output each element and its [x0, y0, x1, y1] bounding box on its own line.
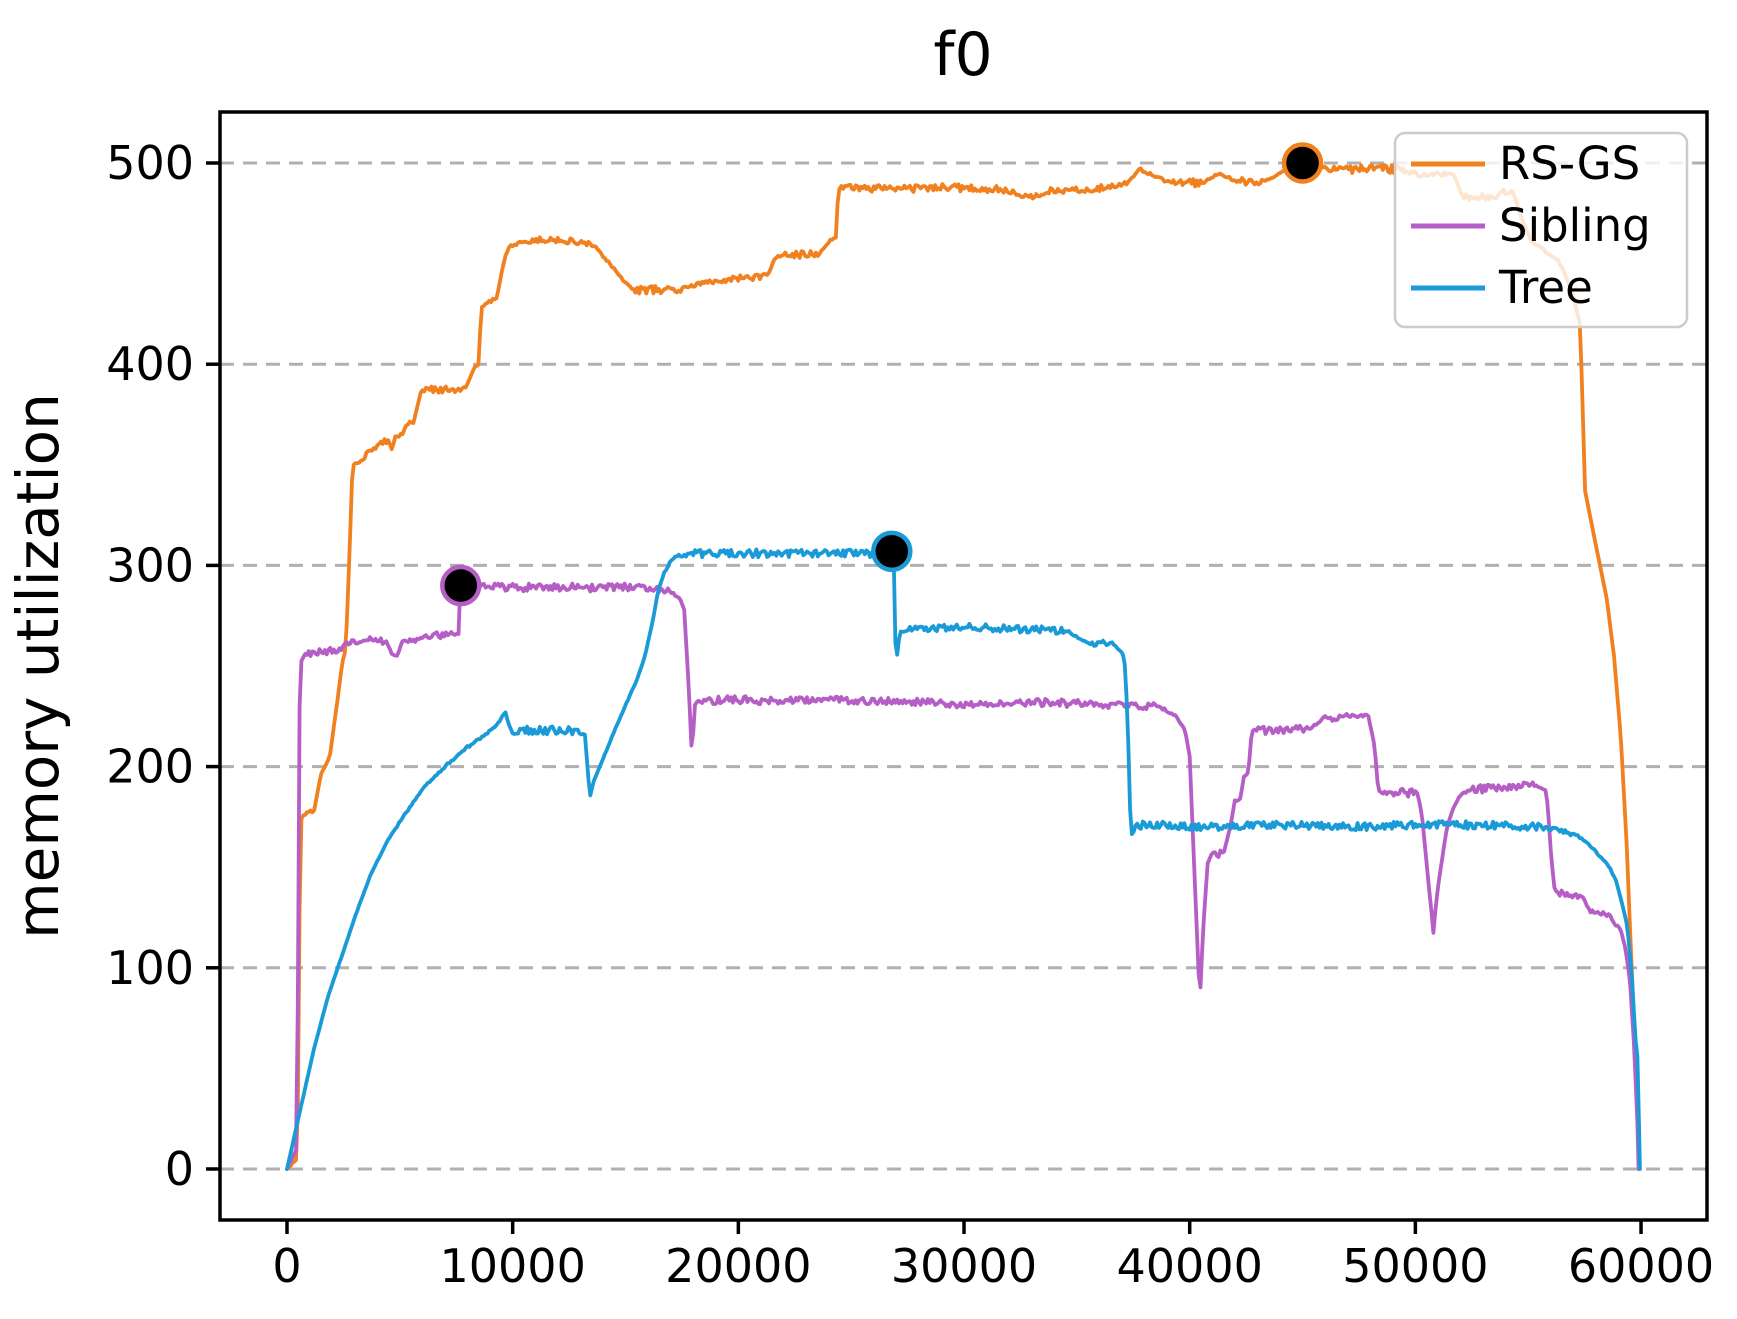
y-axis-label: memory utilization	[4, 393, 72, 939]
gridlines	[220, 161, 1707, 1171]
y-tick-label-500: 500	[106, 136, 194, 190]
series-line-Sibling	[285, 581, 1641, 1171]
peak-marker-Tree	[871, 530, 913, 573]
peak-marker-Sibling	[440, 564, 482, 607]
x-tick-label-0: 0	[272, 1239, 301, 1293]
y-tick-label-0: 0	[165, 1142, 194, 1196]
peak-markers	[440, 142, 1324, 607]
peak-marker-RS-GS	[1281, 142, 1324, 184]
legend-label-Sibling: Sibling	[1499, 199, 1651, 252]
tick-labels: 0 10000 20000 30000 40000 50000 60000 0 100 200 30…	[106, 136, 1714, 1293]
y-tick-label-200: 200	[106, 740, 194, 794]
series-line-Tree	[285, 547, 1642, 1171]
x-tick-label-30000: 30000	[891, 1239, 1037, 1293]
legend-box	[1393, 131, 1689, 329]
x-tick-label-10000: 10000	[440, 1239, 586, 1293]
y-tick-label-400: 400	[106, 337, 194, 391]
x-tick-label-60000: 60000	[1568, 1239, 1714, 1293]
axis-ticks	[206, 161, 1643, 1234]
y-tick-label-300: 300	[106, 538, 194, 592]
x-tick-label-40000: 40000	[1117, 1239, 1263, 1293]
x-tick-label-20000: 20000	[665, 1239, 811, 1293]
y-tick-label-100: 100	[106, 941, 194, 995]
legend-label-Tree: Tree	[1498, 261, 1593, 314]
legend-label-RS-GS: RS-GS	[1499, 137, 1640, 190]
chart-title: f0	[933, 20, 992, 90]
x-tick-label-50000: 50000	[1342, 1239, 1488, 1293]
legend: RS-GS Sibling Tree	[1393, 131, 1689, 329]
